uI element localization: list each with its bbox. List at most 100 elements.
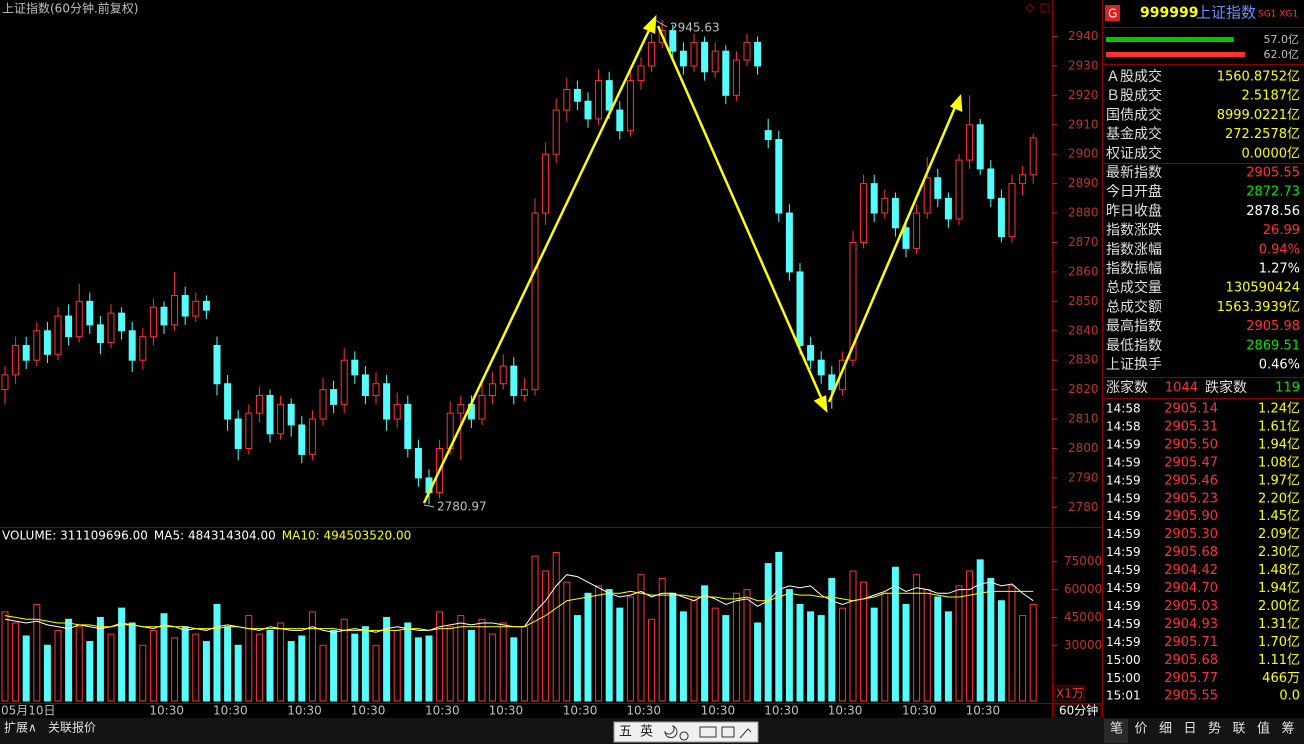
candle-body bbox=[33, 330, 41, 361]
panel-tab[interactable]: 值 bbox=[1257, 721, 1270, 737]
trade-amount: 1.94亿 bbox=[1258, 437, 1300, 452]
candle-body bbox=[807, 344, 815, 361]
y-tick-label: 2930 bbox=[1068, 58, 1099, 72]
volume-bar bbox=[12, 622, 20, 702]
quote-label: 最低指数 bbox=[1106, 338, 1162, 354]
candle-body bbox=[319, 389, 327, 420]
y-tick-label: 75000 bbox=[1064, 554, 1102, 568]
footer-button[interactable]: 扩展∧ bbox=[4, 721, 37, 735]
y-tick-label: 2870 bbox=[1068, 235, 1099, 249]
quote-value: 0.46% bbox=[1259, 358, 1300, 373]
candle-body bbox=[701, 41, 709, 73]
candle-body bbox=[65, 315, 73, 338]
candle-body bbox=[775, 138, 783, 214]
volume-bar bbox=[298, 635, 306, 702]
quote-value: 272.2578亿 bbox=[1225, 127, 1300, 142]
trade-price: 2905.23 bbox=[1164, 491, 1218, 506]
trade-time: 14:59 bbox=[1106, 473, 1141, 487]
quote-label: 国债成交 bbox=[1106, 106, 1162, 123]
candle-body bbox=[139, 336, 147, 361]
period-label[interactable]: 60分钟 bbox=[1059, 703, 1098, 718]
candle-body bbox=[160, 306, 168, 326]
volume-bar bbox=[1029, 603, 1037, 702]
volume-bar bbox=[785, 589, 793, 702]
trade-amount: 466万 bbox=[1262, 671, 1300, 686]
volume-bar bbox=[287, 641, 295, 702]
trade-price: 2905.68 bbox=[1164, 653, 1218, 668]
volume-bar bbox=[393, 629, 401, 702]
volume-bar bbox=[902, 603, 910, 702]
candle-body bbox=[722, 50, 730, 96]
quote-label: 指数涨幅 bbox=[1106, 242, 1162, 258]
trade-amount: 1.45亿 bbox=[1258, 509, 1300, 524]
panel-tab[interactable]: 细 bbox=[1159, 722, 1172, 737]
volume-bar bbox=[1019, 615, 1027, 702]
volume-bar bbox=[75, 626, 83, 702]
volume-bar bbox=[86, 641, 94, 702]
trade-amount: 1.31亿 bbox=[1258, 617, 1300, 632]
volume-bar bbox=[743, 589, 751, 702]
flow-label: 57.0亿 bbox=[1264, 33, 1300, 46]
volume-bar bbox=[573, 615, 581, 702]
ime-icons[interactable] bbox=[664, 724, 752, 741]
candle-body bbox=[679, 50, 687, 67]
candle-body bbox=[849, 241, 857, 361]
volume-bar bbox=[96, 616, 104, 702]
y-tick-label: 2800 bbox=[1068, 441, 1099, 455]
volume-bar bbox=[595, 585, 603, 702]
window-icons[interactable] bbox=[1025, 3, 1050, 13]
y-tick-label: 2850 bbox=[1068, 294, 1099, 308]
trade-amount: 1.94亿 bbox=[1258, 581, 1300, 596]
quote-label: 最高指数 bbox=[1106, 318, 1162, 335]
x-tick-label: 10:30 bbox=[489, 704, 524, 718]
volume-bar bbox=[192, 633, 200, 702]
y-tick-label: 30000 bbox=[1064, 638, 1102, 652]
volume-bar bbox=[817, 615, 825, 702]
y-tick-label: 2810 bbox=[1068, 412, 1099, 426]
volume-bar bbox=[213, 603, 221, 702]
quote-label: 总成交额 bbox=[1106, 298, 1162, 315]
ime-button[interactable]: 英 bbox=[640, 725, 653, 740]
trade-time: 14:58 bbox=[1106, 419, 1141, 433]
candle-body bbox=[520, 389, 528, 397]
volume-bar bbox=[234, 644, 242, 702]
y-tick-label: 2860 bbox=[1068, 264, 1099, 278]
panel-tab[interactable]: 联 bbox=[1233, 722, 1246, 737]
volume-bar bbox=[881, 592, 889, 702]
trade-amount: 1.11亿 bbox=[1258, 653, 1300, 668]
volume-bar bbox=[1, 611, 9, 702]
trade-price: 2905.30 bbox=[1164, 527, 1218, 542]
flow-bar bbox=[1106, 37, 1234, 42]
volume-bar bbox=[404, 622, 412, 702]
breadth-label: 涨家数 bbox=[1106, 379, 1148, 396]
volume-bar bbox=[987, 577, 995, 702]
candle-body bbox=[234, 418, 242, 449]
candle-body bbox=[881, 197, 889, 214]
volume-bar bbox=[637, 574, 645, 702]
footer-button[interactable]: 关联报价 bbox=[48, 720, 96, 735]
ma-line bbox=[4, 590, 1034, 631]
panel-tab[interactable]: 价 bbox=[1135, 722, 1148, 737]
candle-body bbox=[669, 30, 677, 52]
trade-time: 14:58 bbox=[1106, 402, 1141, 416]
trade-price: 2905.50 bbox=[1164, 437, 1218, 452]
index-name: 上证指数 bbox=[1196, 4, 1256, 22]
high-annotation: 2945.63 bbox=[670, 21, 720, 35]
candle-body bbox=[86, 300, 94, 326]
flow-label: 62.0亿 bbox=[1264, 48, 1300, 61]
ime-button[interactable]: 五 bbox=[619, 725, 632, 740]
volume-bar bbox=[658, 577, 666, 702]
breadth-value: 119 bbox=[1275, 381, 1300, 396]
unit-box bbox=[1053, 685, 1085, 702]
candle-body bbox=[891, 197, 899, 229]
panel-tab[interactable]: 筹 bbox=[1282, 721, 1295, 737]
x-tick-label: 10:30 bbox=[425, 704, 460, 718]
y-tick-label: 2880 bbox=[1068, 206, 1099, 220]
panel-tab[interactable]: 笔 bbox=[1110, 721, 1123, 737]
volume-bar bbox=[425, 635, 433, 702]
candle-body bbox=[785, 212, 793, 273]
candle-body bbox=[361, 374, 369, 397]
panel-tab[interactable]: 日 bbox=[1184, 722, 1197, 737]
panel-tab[interactable]: 势 bbox=[1208, 721, 1221, 737]
